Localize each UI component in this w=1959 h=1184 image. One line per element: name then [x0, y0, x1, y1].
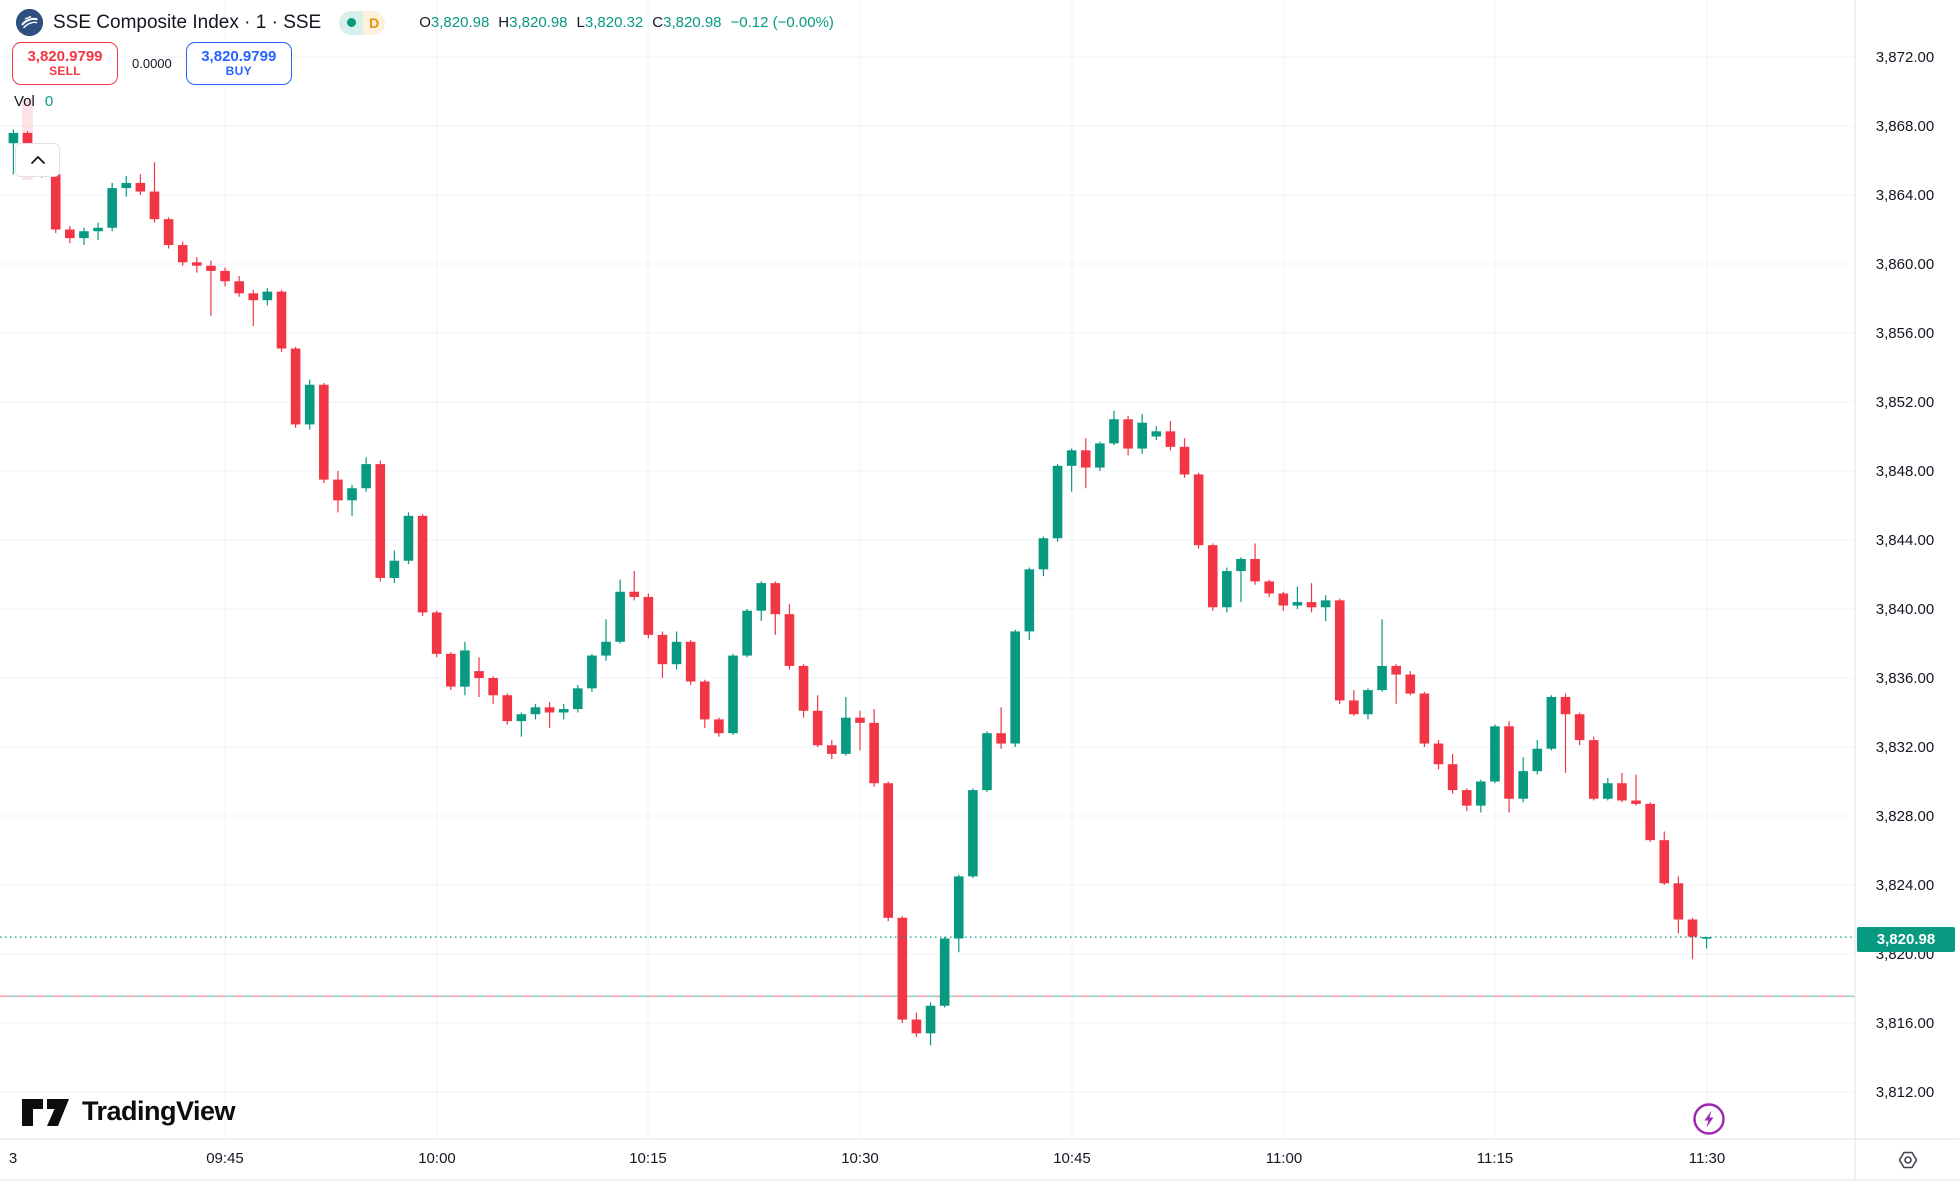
price-scale-label: 3,864.00 — [1876, 187, 1934, 204]
symbol-header: SSE Composite Index · 1 · SSE D O3,820.9… — [16, 9, 834, 36]
settings-hexagon-icon — [1898, 1151, 1918, 1169]
ohlc-open-label: O — [419, 14, 431, 31]
sell-label: SELL — [49, 64, 81, 79]
price-scale-label: 3,836.00 — [1876, 670, 1934, 687]
price-scale-label: 3,840.00 — [1876, 601, 1934, 618]
buy-price: 3,820.9799 — [201, 47, 277, 65]
price-scale-label: 3,856.00 — [1876, 325, 1934, 342]
time-scale-label[interactable]: 10:15 — [629, 1150, 667, 1167]
ohlc-low-value: 3,820.32 — [584, 14, 644, 31]
ohlc-open-value: 3,820.98 — [430, 14, 490, 31]
ohlc-low-label: L — [576, 14, 585, 31]
ohlc-close-value: 3,820.98 — [663, 14, 722, 31]
symbol-logo-icon — [16, 9, 43, 36]
lightning-icon — [1693, 1103, 1725, 1135]
collapse-legend-button[interactable] — [15, 143, 60, 177]
time-scale-label[interactable]: 10:45 — [1053, 1150, 1091, 1167]
ohlc-high-value: 3,820.98 — [509, 14, 568, 31]
time-scale-label[interactable]: 09:45 — [206, 1150, 244, 1167]
scales-settings-button[interactable] — [1890, 1146, 1926, 1174]
interval-badge[interactable]: D — [339, 10, 386, 35]
time-scale-label[interactable]: 11:00 — [1266, 1150, 1302, 1167]
chevron-up-icon — [30, 155, 45, 164]
sell-price: 3,820.9799 — [27, 47, 103, 65]
price-scale-label: 3,852.00 — [1876, 394, 1934, 411]
symbol-title[interactable]: SSE Composite Index · 1 · SSE — [53, 11, 322, 33]
time-scale-label[interactable]: 11:15 — [1477, 1150, 1513, 1167]
price-scale-label: 3,860.00 — [1876, 256, 1934, 273]
spread-value: 0.0000 — [132, 56, 172, 71]
tradingview-logo-icon — [22, 1098, 69, 1126]
ohlc-readout: O3,820.98 H3,820.98 L3,820.32 C3,820.98 … — [419, 14, 834, 31]
time-scale-label[interactable]: 10:30 — [841, 1150, 879, 1167]
time-scale-label[interactable]: 11:30 — [1689, 1150, 1725, 1167]
ohlc-change: −0.12 (−0.00%) — [730, 14, 834, 31]
market-status-icon — [339, 10, 364, 35]
price-scale-label: 3,868.00 — [1876, 118, 1934, 135]
events-button[interactable] — [1692, 1102, 1726, 1136]
time-scale-label[interactable]: 3 — [9, 1150, 17, 1167]
sell-button[interactable]: 3,820.9799 SELL — [12, 42, 118, 85]
price-scale-label: 3,848.00 — [1876, 463, 1934, 480]
buy-label: BUY — [225, 64, 252, 79]
volume-label: Vol — [14, 93, 35, 110]
volume-legend[interactable]: Vol 0 — [14, 93, 53, 110]
volume-value: 0 — [44, 93, 54, 110]
buy-button[interactable]: 3,820.9799 BUY — [185, 42, 292, 85]
interval-badge-label: D — [363, 10, 386, 35]
price-scale-label: 3,828.00 — [1876, 808, 1934, 825]
trade-panel: 3,820.9799 SELL 0.0000 3,820.9799 BUY — [12, 42, 292, 85]
tradingview-watermark-text: TradingView — [82, 1096, 236, 1126]
price-scale-label: 3,844.00 — [1876, 532, 1934, 549]
ohlc-high-label: H — [498, 14, 510, 31]
tradingview-watermark: TradingView — [22, 1096, 236, 1127]
price-scale-label: 3,812.00 — [1876, 1084, 1934, 1101]
price-scale-label: 3,816.00 — [1876, 1015, 1934, 1032]
ohlc-close-label: C — [652, 14, 664, 31]
time-scale-label[interactable]: 10:00 — [418, 1150, 456, 1167]
current-price-tag: 3,820.98 — [1857, 927, 1955, 952]
price-scale-label: 3,872.00 — [1876, 49, 1934, 66]
price-scale-label: 3,824.00 — [1876, 877, 1934, 894]
price-scale-label: 3,832.00 — [1876, 739, 1934, 756]
